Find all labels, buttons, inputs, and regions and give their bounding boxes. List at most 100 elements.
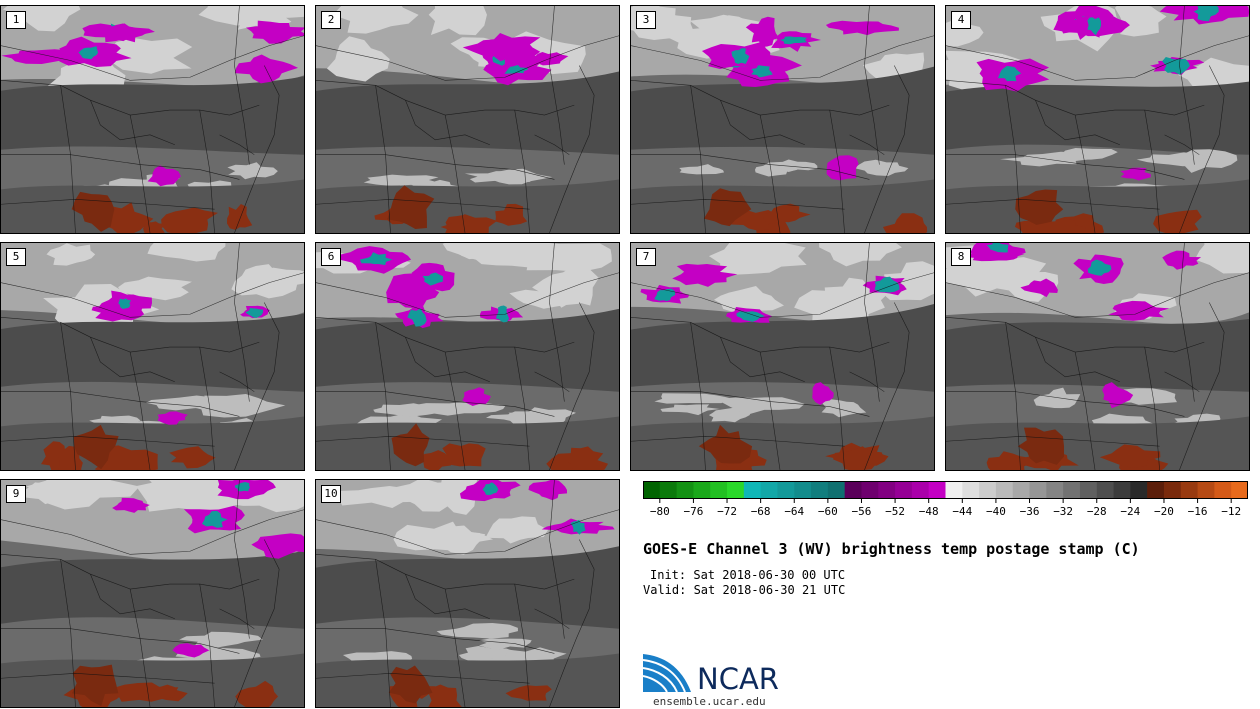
colorbar-swatch [743,481,762,499]
state-boundary [405,574,490,620]
moist-patch [326,36,390,82]
very-cold-cloud [359,252,393,266]
state-boundary [484,341,575,353]
colorbar-swatch [1063,481,1081,499]
colorbar-tick-label: −32 [1053,505,1073,518]
colorbar-tick-label: −40 [986,505,1006,518]
moist-streak [485,411,555,425]
map-field [316,6,619,233]
state-boundary [1114,341,1205,353]
map-field [631,243,934,470]
very-cold-cloud [407,308,427,327]
state-boundary [946,272,1249,318]
southern-band [316,653,619,707]
state-boundary [316,509,619,555]
colorbar-swatch [693,481,711,499]
state-boundary [234,243,250,402]
state-boundary [219,134,255,155]
colorbar-swatch [1130,481,1148,499]
warm-spot [1099,444,1161,468]
state-boundary [1144,110,1160,233]
state-boundary [864,6,880,165]
state-boundary [946,80,1115,116]
state-boundary [1,672,215,684]
state-boundary [946,154,1185,180]
state-boundary [316,198,530,210]
dry-band [1,313,304,392]
state-boundary [549,480,565,639]
moist-streak [436,623,518,639]
state-boundary [549,65,595,233]
state-boundary [405,100,490,146]
cold-cloud [462,387,491,406]
state-boundary [1164,134,1200,155]
warm-spot [422,450,452,470]
colorbar-swatch [1012,481,1031,499]
cold-cloud [245,20,304,44]
state-boundary [1,154,240,180]
moist-patch [198,6,288,26]
dry-band [316,71,619,155]
state-boundary [1,35,304,81]
very-cold-cloud [78,46,99,60]
very-cold-cloud [1087,17,1102,36]
warm-spot [1015,189,1064,225]
warm-spot [161,207,218,233]
state-boundary [1,435,215,447]
map-field [316,480,619,707]
state-boundary [199,584,215,707]
very-cold-cloud [997,65,1022,82]
colorbar-swatch [1197,481,1215,499]
state-boundary [90,574,175,620]
cold-cloud [234,54,299,84]
cold-cloud [157,411,188,425]
moist-patch [485,516,549,544]
postage-stamp-4: 4 [945,5,1250,234]
moist-streak [1136,152,1206,167]
colorbar-tick-label: −12 [1221,505,1241,518]
map-field [316,243,619,470]
moist-patch [148,480,193,495]
cold-cloud [1020,278,1058,298]
very-cold-cloud [495,305,510,323]
state-boundary [219,608,255,629]
moist-patch [1114,6,1167,37]
cold-cloud [172,643,210,658]
very-cold-cloud [245,308,264,318]
cold-cloud [745,16,780,48]
moist-patch [118,276,192,301]
postage-stamp-9: 9 [0,479,305,708]
state-boundary [199,110,215,233]
dry-band [946,318,1249,392]
state-boundary [90,100,175,146]
warm-spot [106,682,179,702]
colorbar-swatch [1231,481,1248,499]
panel-label: 6 [321,248,341,266]
warm-spot [391,423,430,467]
postage-stamp-7: 7 [630,242,935,471]
state-boundary [234,539,280,707]
cold-cloud [958,248,1025,262]
very-cold-cloud [1162,57,1190,75]
colorbar-tick-label: −28 [1087,505,1107,518]
cold-cloud [812,382,834,405]
moist-streak [373,403,440,417]
colorbar-tick-label: −52 [885,505,905,518]
colorbar-swatch [676,481,694,499]
colorbar-swatch [844,481,862,499]
state-boundary [631,435,845,447]
state-boundary [534,134,570,155]
cold-cloud [1102,382,1134,409]
state-boundary [316,672,530,684]
warm-spot [703,188,752,227]
moist-patch [269,6,304,19]
state-boundary [1114,104,1205,116]
postage-stamp-10: 10 [315,479,620,708]
warm-spot [428,684,462,707]
state-boundary [514,110,530,233]
colorbar-swatch [945,481,963,499]
dry-band [631,66,934,155]
panel-label: 9 [6,485,26,503]
colorbar-tick-label: −68 [751,505,771,518]
colorbar-swatch [895,481,913,499]
